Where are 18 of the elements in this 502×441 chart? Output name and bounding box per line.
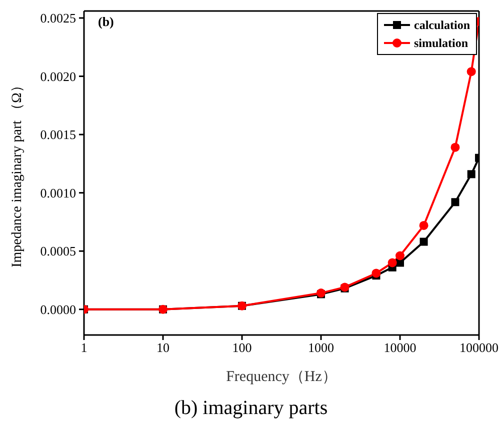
y-tick-label: 0.0005 — [40, 244, 76, 259]
text: (b) imaginary parts — [173, 397, 329, 420]
y-tick-label: 0.0010 — [40, 185, 76, 200]
y-tick-label: 0.0025 — [40, 10, 76, 26]
x-tick-label: 100000 — [460, 340, 498, 356]
x-tick-label: 10000 — [384, 340, 416, 356]
x-tick-label: 100 — [232, 340, 252, 356]
y-axis-title: Impedance imaginary part （Ω） — [10, 78, 25, 268]
x-tick-label: 1 — [80, 340, 88, 356]
legend-label: calculation — [414, 17, 470, 34]
y-tick-label: 0.0020 — [40, 68, 76, 84]
y-tick-label: 0.0000 — [40, 302, 76, 317]
y-tick-label: 0.0015 — [40, 127, 76, 142]
x-axis-title: Frequency（Hz） — [226, 369, 337, 385]
annotation: (b) — [98, 14, 114, 30]
x-tick-label: 1000 — [308, 340, 334, 356]
legend-label: simulation — [414, 35, 468, 52]
x-tick-label: 10 — [156, 340, 170, 356]
